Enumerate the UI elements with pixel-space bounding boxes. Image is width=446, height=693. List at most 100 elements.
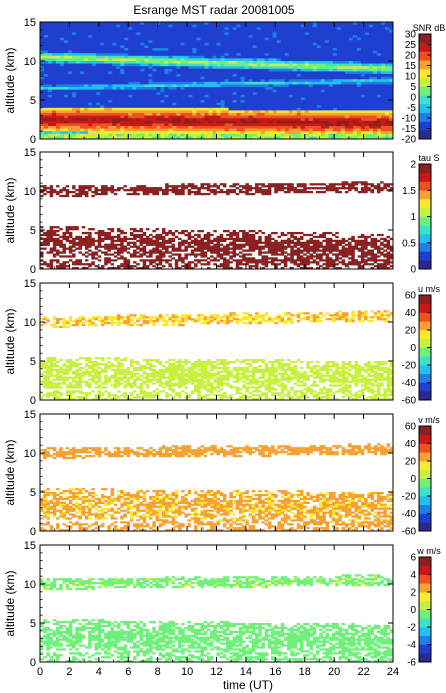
heatmap-cell — [344, 100, 350, 103]
heatmap-cell — [72, 263, 76, 266]
heatmap-cell — [172, 29, 177, 33]
heatmap-cell — [148, 63, 153, 67]
heatmap-cell — [272, 61, 278, 64]
heatmap-cell — [216, 53, 221, 57]
heatmap-cell — [165, 233, 169, 237]
heatmap-cell — [177, 257, 182, 260]
heatmap-cell — [204, 27, 209, 31]
heatmap-cell — [344, 58, 350, 62]
heatmap-cell — [308, 123, 314, 127]
heatmap-cell — [49, 194, 54, 198]
heatmap-cell — [84, 259, 89, 262]
heatmap-cell — [332, 68, 338, 72]
heatmap-cell — [232, 66, 237, 70]
heatmap-cell — [219, 237, 224, 241]
heatmap-cell — [236, 131, 241, 135]
heatmap-cell — [192, 32, 197, 36]
heatmap-cell — [352, 27, 358, 31]
heatmap-cell — [200, 105, 205, 109]
heatmap-cell — [288, 48, 294, 51]
heatmap-cell — [59, 191, 63, 194]
heatmap-cell — [168, 94, 173, 98]
heatmap-cell — [56, 74, 61, 77]
heatmap-cell — [92, 27, 97, 31]
heatmap-cell — [184, 249, 188, 252]
heatmap-cell — [368, 115, 374, 119]
heatmap-cell — [136, 22, 141, 25]
heatmap-cell — [136, 74, 141, 77]
heatmap-cell — [133, 255, 137, 258]
heatmap-cell — [213, 230, 217, 233]
heatmap-cell — [312, 123, 318, 127]
heatmap-cell — [220, 74, 225, 77]
heatmap-cell — [152, 265, 156, 268]
heatmap-cell — [171, 245, 176, 248]
heatmap-cell — [224, 40, 229, 44]
heatmap-cell — [104, 76, 109, 80]
heatmap-cell — [212, 79, 217, 83]
heatmap-cell — [128, 94, 133, 98]
heatmap-cell — [320, 102, 326, 106]
heatmap-cell — [228, 55, 233, 59]
heatmap-cell — [177, 243, 182, 246]
heatmap-cell — [48, 115, 53, 119]
heatmap-cell — [340, 27, 346, 31]
heatmap-cell — [256, 48, 262, 51]
heatmap-cell — [52, 92, 57, 96]
heatmap-cell — [248, 40, 253, 44]
heatmap-cell — [244, 24, 249, 28]
heatmap-cell — [192, 79, 197, 83]
heatmap-cell — [156, 97, 161, 101]
heatmap-cell — [59, 267, 63, 270]
heatmap-cell — [100, 63, 105, 67]
heatmap-cell — [68, 226, 73, 229]
heatmap-cell — [96, 29, 101, 33]
heatmap-cell — [356, 48, 362, 51]
heatmap-cell — [132, 50, 137, 54]
heatmap-cell — [133, 241, 137, 244]
heatmap-cell — [88, 123, 93, 127]
heatmap-cell — [340, 118, 346, 122]
heatmap-cell — [60, 102, 65, 106]
heatmap-cell — [340, 68, 346, 72]
heatmap-cell — [149, 191, 153, 194]
heatmap-cell — [192, 81, 197, 85]
heatmap-cell — [142, 233, 147, 237]
heatmap-cell — [224, 113, 229, 116]
heatmap-cell — [120, 22, 125, 25]
heatmap-cell — [136, 233, 140, 237]
heatmap-cell — [320, 71, 326, 75]
heatmap-cell — [352, 40, 358, 44]
heatmap-cell — [256, 97, 262, 101]
heatmap-cell — [168, 133, 173, 137]
heatmap-cell — [44, 76, 49, 80]
heatmap-cell — [64, 110, 69, 114]
heatmap-cell — [48, 136, 53, 140]
heatmap-cell — [280, 58, 286, 62]
heatmap-cell — [288, 136, 294, 140]
heatmap-cell — [48, 107, 53, 111]
heatmap-cell — [176, 128, 181, 132]
heatmap-cell — [248, 87, 253, 90]
heatmap-cell — [116, 32, 121, 36]
heatmap-cell — [232, 68, 237, 72]
heatmap-cell — [340, 105, 346, 109]
heatmap-cell — [56, 128, 61, 132]
heatmap-cell — [92, 53, 97, 57]
heatmap-cell — [352, 55, 358, 59]
heatmap-cell — [107, 259, 111, 262]
heatmap-cell — [96, 76, 101, 80]
heatmap-cell — [132, 92, 137, 96]
heatmap-cell — [208, 128, 213, 132]
heatmap-cell — [200, 61, 205, 64]
heatmap-cell — [164, 100, 169, 103]
heatmap-cell — [372, 105, 378, 109]
heatmap-cell — [280, 66, 286, 70]
heatmap-cell — [372, 131, 378, 135]
heatmap-cell — [100, 131, 105, 135]
heatmap-cell — [384, 113, 390, 116]
heatmap-cell — [272, 63, 278, 67]
heatmap-cell — [240, 133, 245, 137]
heatmap-cell — [184, 68, 189, 72]
heatmap-cell — [216, 71, 221, 75]
